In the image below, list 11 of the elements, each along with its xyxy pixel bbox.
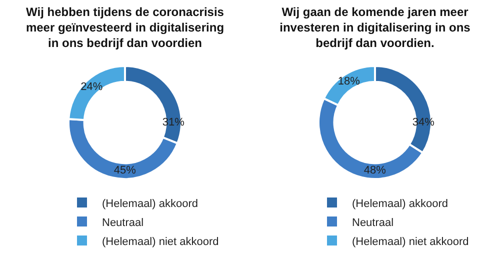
data-label: 18% <box>338 75 360 88</box>
data-label: 48% <box>364 164 386 176</box>
legend-label: Neutraal <box>102 216 144 229</box>
legend-label: (Helemaal) akkoord <box>102 198 198 210</box>
legend-label: (Helemaal) niet akkoord <box>352 236 469 248</box>
legend-label: (Helemaal) akkoord <box>352 198 448 210</box>
data-label: 45% <box>114 164 136 176</box>
legend-label: (Helemaal) niet akkoord <box>102 236 219 248</box>
chart-title: Wij gaan de komende jaren meer investeren in digitalisering in ons bedrijf dan voordien. <box>280 5 471 50</box>
legend-label: Neutraal <box>352 216 394 229</box>
chart-title: Wij hebben tijdens de coronacrisis meer geïnvesteerd in digitalisering in ons bedrijf dan voordien <box>26 5 224 50</box>
